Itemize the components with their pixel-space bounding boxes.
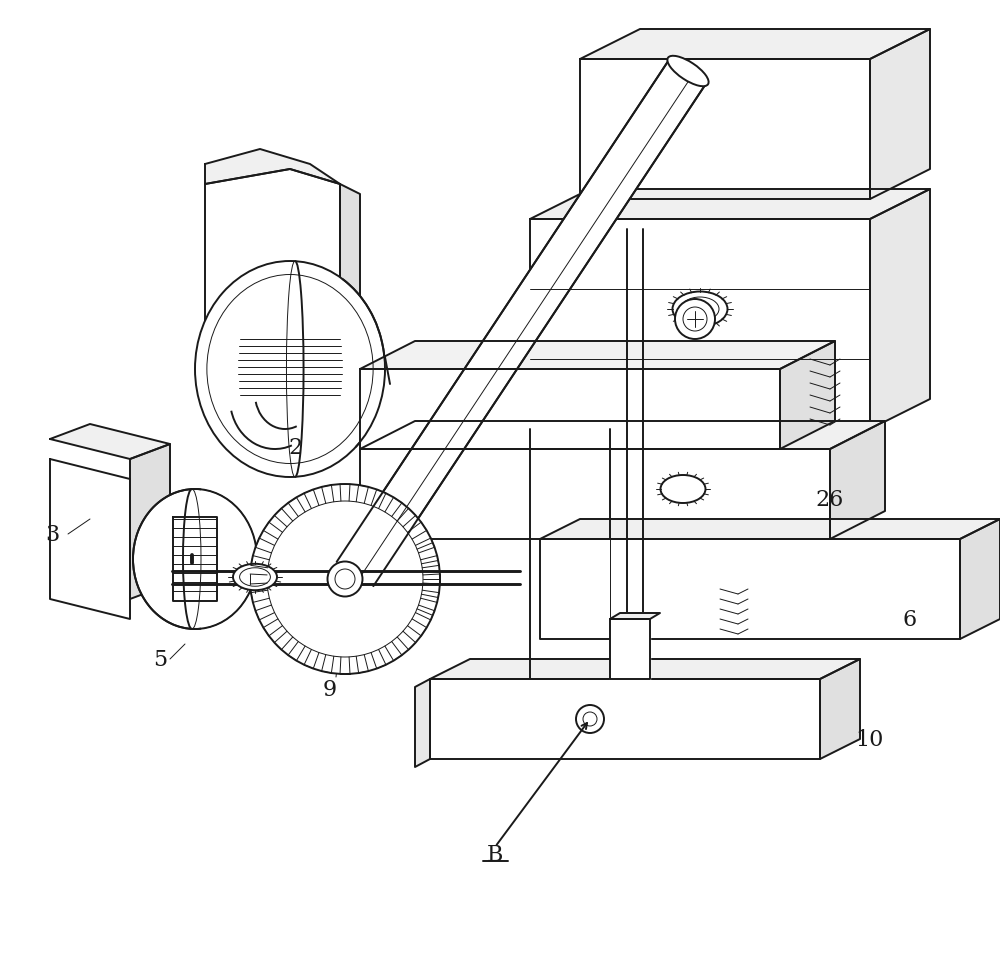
Polygon shape (360, 370, 780, 450)
Ellipse shape (328, 562, 363, 597)
Polygon shape (205, 150, 340, 185)
Text: 9: 9 (323, 679, 337, 700)
Ellipse shape (233, 564, 277, 591)
Polygon shape (337, 60, 706, 586)
Polygon shape (430, 659, 860, 679)
Circle shape (675, 299, 715, 339)
Polygon shape (430, 679, 820, 760)
Text: 5: 5 (153, 648, 167, 670)
Ellipse shape (133, 490, 257, 629)
Polygon shape (540, 519, 1000, 539)
Ellipse shape (250, 484, 440, 675)
Text: B: B (487, 843, 503, 865)
Polygon shape (360, 450, 830, 539)
Polygon shape (530, 220, 870, 430)
Polygon shape (870, 190, 930, 430)
Polygon shape (830, 421, 885, 539)
Polygon shape (960, 519, 1000, 639)
Polygon shape (610, 614, 660, 619)
Polygon shape (340, 185, 360, 395)
Polygon shape (870, 30, 930, 200)
Polygon shape (540, 539, 960, 639)
Polygon shape (50, 424, 170, 459)
Polygon shape (415, 679, 430, 767)
Ellipse shape (660, 476, 706, 503)
Polygon shape (820, 659, 860, 760)
Polygon shape (610, 619, 650, 679)
Polygon shape (360, 341, 835, 370)
Polygon shape (360, 421, 885, 450)
Text: 26: 26 (816, 489, 844, 511)
Circle shape (576, 705, 604, 733)
Text: 10: 10 (856, 728, 884, 750)
Ellipse shape (195, 262, 385, 477)
Polygon shape (580, 30, 930, 60)
Polygon shape (580, 60, 870, 200)
Polygon shape (530, 190, 930, 220)
Ellipse shape (672, 293, 728, 327)
Text: 2: 2 (288, 436, 302, 458)
Text: 3: 3 (45, 523, 59, 545)
Polygon shape (130, 444, 170, 599)
Polygon shape (50, 459, 130, 619)
Polygon shape (780, 341, 835, 450)
Ellipse shape (667, 57, 709, 87)
Text: 6: 6 (903, 608, 917, 630)
Polygon shape (205, 170, 340, 405)
